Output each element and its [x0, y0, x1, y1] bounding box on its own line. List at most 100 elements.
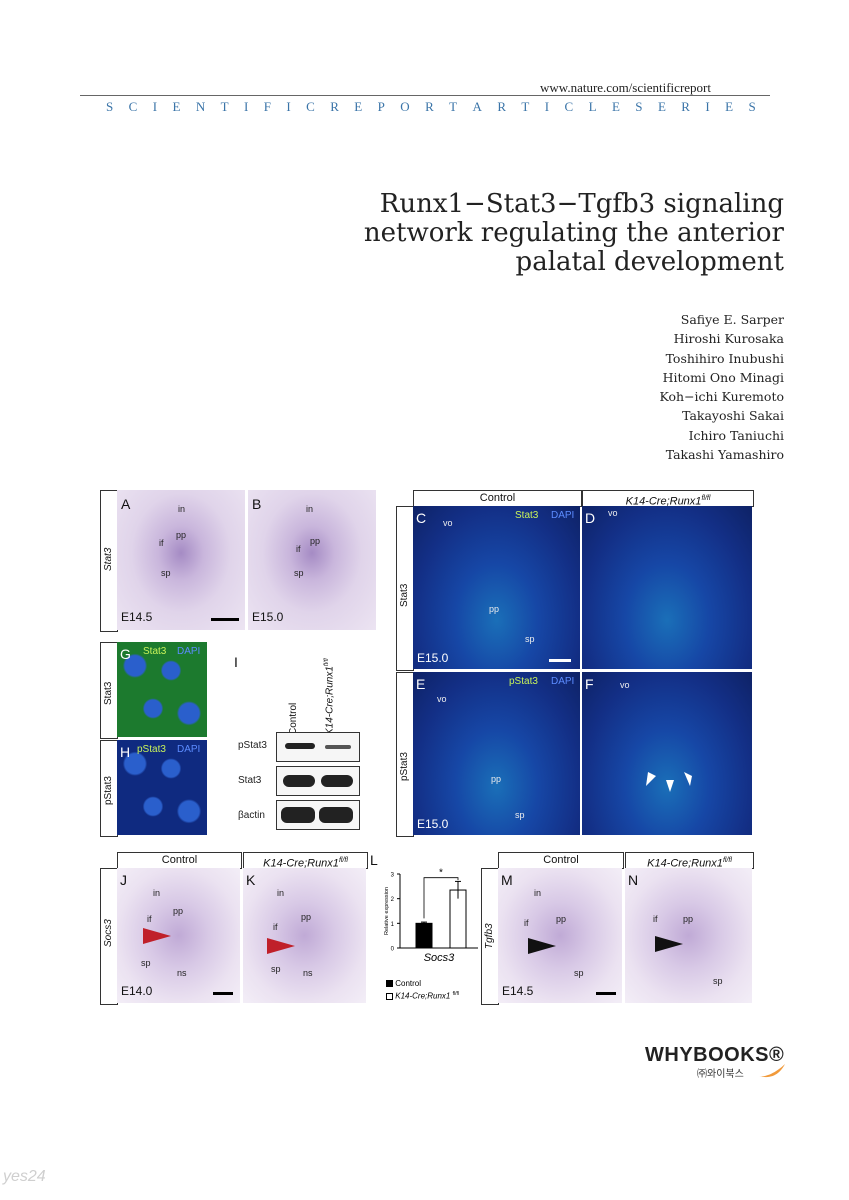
chart-legend: Control K14-Cre;Runx1 fl/fl	[386, 978, 459, 1002]
tissue-label: ns	[177, 968, 187, 978]
tissue-label: vo	[608, 508, 618, 518]
black-arrowhead-icon	[655, 936, 683, 952]
panel-k-image: K in pp if sp ns	[243, 868, 366, 1003]
mutant-text: K14-Cre;Runx1	[263, 857, 339, 870]
tissue-label: in	[306, 504, 314, 514]
stage-label: E15.0	[417, 817, 449, 831]
publisher-name: WHYBOOKS®	[645, 1044, 785, 1066]
side-label-socs3: Socs3	[100, 868, 118, 1005]
lane-label-control: Control	[288, 702, 299, 735]
tissue-label: sp	[141, 958, 151, 968]
red-arrowhead-icon	[143, 928, 171, 944]
series-letter: T	[220, 99, 229, 114]
series-letter: E	[354, 99, 363, 114]
blot-stat3	[276, 766, 360, 796]
tissue-label: if	[524, 918, 529, 928]
tissue-label: in	[277, 888, 285, 898]
tissue-label: pp	[683, 914, 694, 924]
tissue-label: sp	[271, 964, 281, 974]
panel-label: J	[120, 872, 127, 888]
series-letter: I	[705, 99, 710, 114]
author: Ichiro Taniuchi	[688, 427, 784, 443]
series-letter: I	[152, 99, 158, 114]
tissue-label: pp	[301, 912, 312, 922]
author: Hiroshi Kurosaka	[673, 331, 784, 347]
tissue-label: pp	[176, 530, 187, 540]
tissue-label: vo	[443, 518, 453, 528]
side-text: Stat3	[103, 547, 114, 571]
series-letter: A	[472, 99, 482, 114]
side-label-tgfb3: Tgfb3	[481, 868, 499, 1005]
panel-b-image: B in pp if sp E15.0	[248, 490, 376, 630]
stain-label: pStat3	[137, 744, 166, 755]
series-letter: R	[330, 99, 339, 114]
blot-pstat3	[276, 732, 360, 762]
tissue-label: vo	[620, 680, 630, 690]
mutant-sup: fl/fl	[338, 857, 348, 864]
blot-bactin	[276, 800, 360, 830]
header-mutant-jk: K14-Cre;Runx1fl/fl	[243, 852, 368, 870]
series-letter: T	[449, 99, 458, 114]
author: Koh−ichi Kuremoto	[659, 389, 785, 405]
stage-label: E14.5	[121, 610, 153, 624]
header-control-jk: Control	[117, 852, 242, 869]
tissue-label: pp	[173, 906, 184, 916]
series-letter: T	[521, 99, 530, 114]
stage-label: E15.0	[252, 610, 284, 624]
panel-f-image: F vo	[582, 672, 752, 835]
arrowhead-markers	[646, 772, 692, 792]
series-letter: I	[243, 99, 249, 114]
tissue-label: sp	[525, 634, 535, 644]
legend-swatch	[386, 993, 393, 1001]
side-label-stat3-g: Stat3	[100, 642, 118, 739]
panel-e-image: E vo pStat3 DAPI pp sp E15.0	[413, 672, 580, 835]
mutant-text: K14-Cre;Runx1	[647, 857, 723, 870]
tissue-label: in	[153, 888, 161, 898]
panel-label: N	[628, 872, 639, 888]
mutant-sup: fl/fl	[324, 658, 330, 667]
red-arrowhead-icon	[267, 938, 295, 954]
series-letter: C	[306, 99, 315, 114]
journal-url[interactable]: www.nature.com/scientificreport	[540, 80, 711, 95]
author: Toshihiro Inubushi	[665, 350, 784, 366]
series-letter: R	[497, 99, 506, 114]
panel-label: L	[370, 852, 378, 868]
band	[283, 775, 315, 787]
side-text: pStat3	[103, 776, 114, 805]
stain-label: Stat3	[515, 510, 539, 521]
series-letter: O	[400, 99, 410, 114]
blot-label: Stat3	[238, 775, 262, 786]
series-letter: E	[725, 99, 734, 114]
stain-label: Stat3	[143, 646, 167, 657]
side-label-pstat3-h: pStat3	[100, 740, 118, 837]
y-tick-label: 0	[391, 947, 395, 953]
scale-bar	[211, 618, 239, 621]
stage-label: E14.5	[502, 984, 534, 998]
blot-label: βactin	[238, 810, 265, 821]
x-axis-label: Socs3	[424, 952, 455, 964]
panel-label: C	[416, 510, 427, 526]
legend-text: Control	[395, 979, 422, 988]
tissue-label: in	[534, 888, 542, 898]
stage-label: E15.0	[417, 651, 449, 665]
side-text: Socs3	[103, 919, 114, 947]
stain-label: DAPI	[551, 510, 575, 521]
panel-label: D	[585, 510, 596, 526]
bar	[449, 889, 467, 949]
side-label-stat3: Stat3	[100, 490, 118, 632]
article-title: Runx1−Stat3−Tgfb3 signaling network regu…	[264, 190, 784, 277]
tissue-label: if	[653, 914, 658, 924]
series-letter: S	[106, 99, 114, 114]
header-control: Control	[413, 490, 582, 507]
panel-n-image: N pp if sp	[625, 868, 752, 1003]
author: Takayoshi Sakai	[682, 408, 784, 424]
publisher-sub: ㈜와이북스	[697, 1069, 744, 1080]
author: Takashi Yamashiro	[665, 447, 784, 463]
panel-m-image: M in pp if sp E14.5	[498, 868, 622, 1003]
series-letter: C	[564, 99, 574, 114]
publisher-logo[interactable]: WHYBOOKS® ㈜와이북스	[645, 1044, 785, 1080]
mutant-text: K14-Cre;Runx1	[625, 495, 702, 508]
panel-label: B	[252, 496, 262, 512]
